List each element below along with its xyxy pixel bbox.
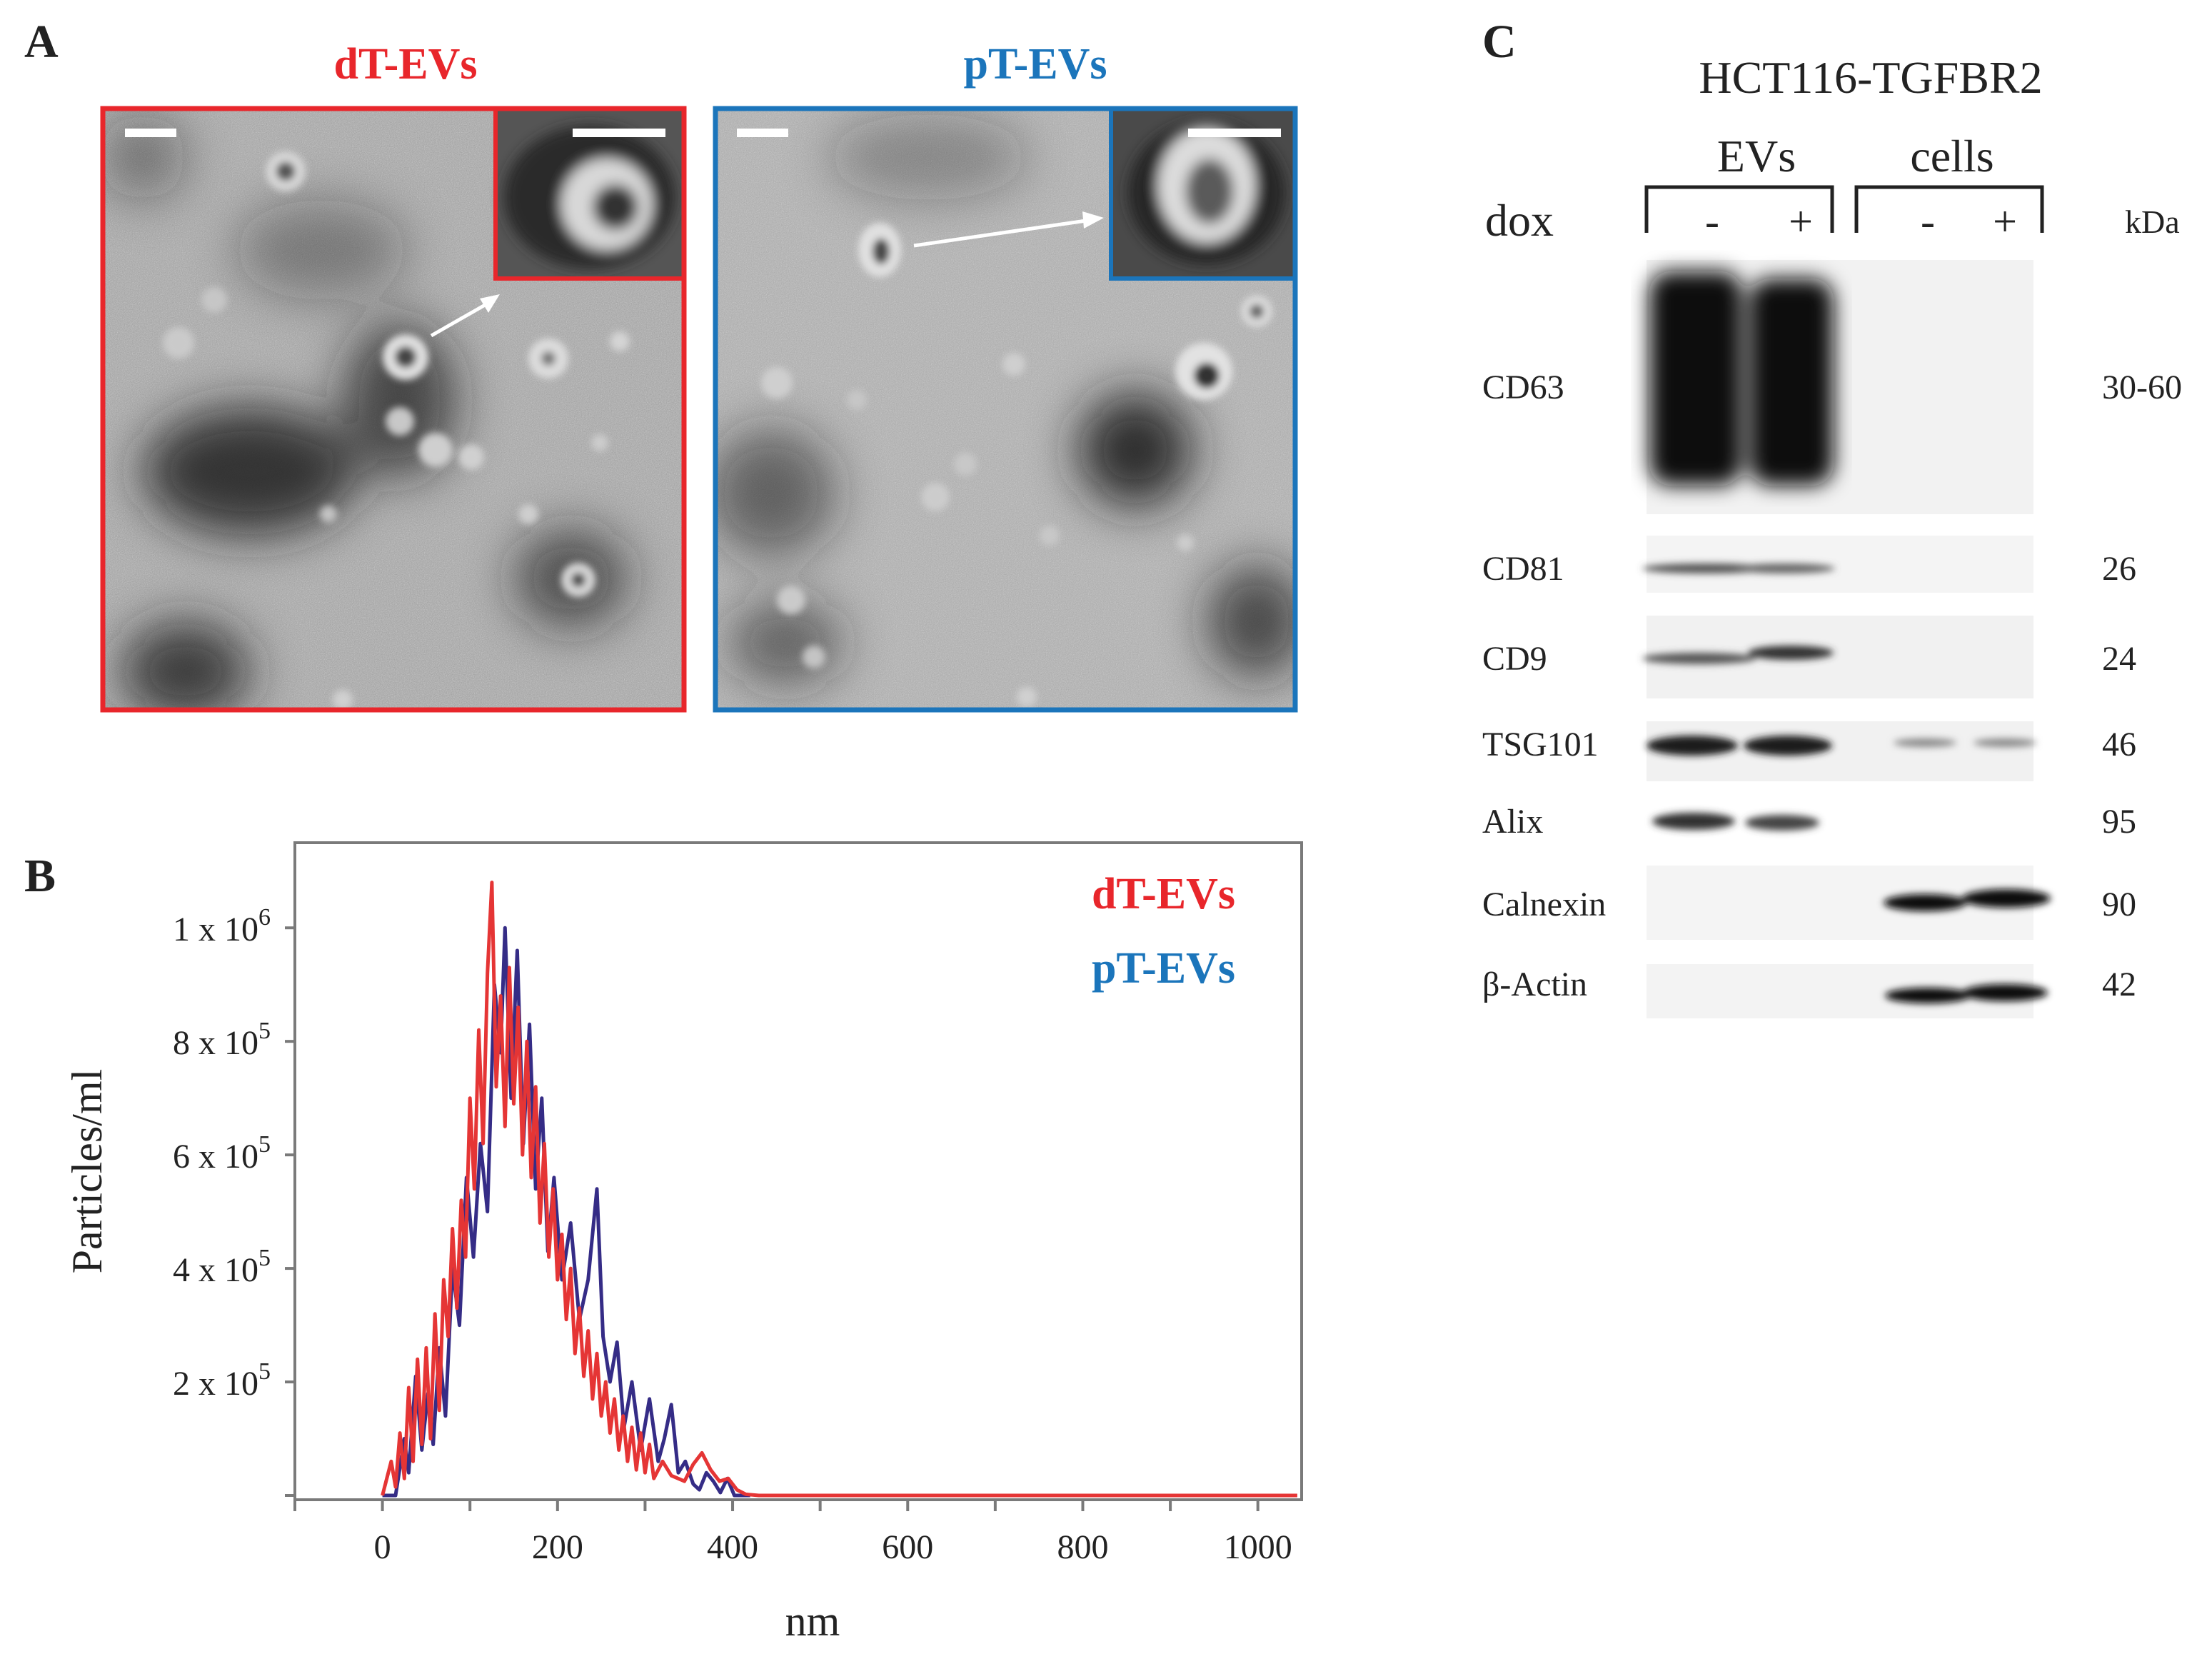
band-cd9-ev-minus [1642, 653, 1756, 664]
dt-evs-arrow [430, 294, 500, 338]
panel-c-letter: C [1482, 16, 1517, 68]
x-ticks: 0 200 400 600 800 1000 [293, 1500, 1292, 1566]
band-tsg101-ev-minus [1647, 736, 1738, 756]
panel-a-letter: A [24, 16, 59, 68]
x-tick-label: 200 [532, 1528, 583, 1566]
lane-sign: - [1705, 198, 1719, 245]
y-tick-label: 8 x 105 [173, 1018, 271, 1062]
protein-label: CD9 [1482, 640, 1547, 678]
kda-value: 42 [2102, 966, 2136, 1003]
bracket-evs [1644, 185, 1834, 233]
band-cd63-ev-minus [1649, 271, 1742, 486]
kda-value: 90 [2102, 886, 2136, 923]
blot-bands [1642, 271, 2051, 1003]
bracket-cells [1854, 185, 2044, 233]
y-tick-label: 2 x 105 [173, 1358, 271, 1403]
dt-evs-micrograph-title: dT-EVs [333, 40, 477, 89]
y-tick-label: 1 x 106 [173, 904, 271, 948]
kda-value: 95 [2102, 803, 2136, 841]
series-layer [381, 881, 1297, 1498]
kda-value: 46 [2102, 726, 2136, 763]
lane-sign: + [1993, 198, 2017, 245]
protein-label: CD63 [1482, 369, 1564, 406]
panel-a: A dT-EVs pT-EVs [24, 16, 1298, 713]
y-ticks: 2 x 105 4 x 105 6 x 105 8 x 105 1 x 106 [173, 904, 295, 1497]
plot-frame [293, 841, 1303, 1501]
pt-evs-micrograph-frame [713, 106, 1298, 713]
pt-evs-arrow [913, 211, 1104, 248]
dt-evs-micrograph [103, 109, 684, 710]
band-cd81-ev-plus [1735, 563, 1835, 573]
x-axis-title: nm [785, 1598, 840, 1645]
series-line-pt-evs [382, 926, 750, 1498]
band-tsg101-ev-plus [1744, 736, 1832, 756]
kda-value: 26 [2102, 550, 2136, 588]
y-tick-label: 6 x 105 [173, 1131, 271, 1176]
band-tsg101-cells-plus [1974, 738, 2036, 747]
y-axis-title: Particles/ml [64, 1069, 111, 1274]
protein-label: TSG101 [1482, 726, 1599, 763]
band-calnexin-cells-minus [1884, 894, 1966, 911]
protein-label: CD81 [1482, 550, 1564, 588]
band-tsg101-cells-minus [1894, 738, 1956, 747]
band-alix-ev-minus [1652, 813, 1735, 830]
band-alix-ev-plus [1745, 815, 1819, 831]
band-b-actin-cells-minus [1885, 988, 1971, 1003]
blot-title: HCT116-TGFBR2 [1699, 52, 2042, 103]
group-label-evs: EVs [1717, 131, 1796, 181]
protein-label: Calnexin [1482, 886, 1606, 923]
kda-unit: kDa [2125, 204, 2180, 240]
kda-value: 30-60 [2102, 369, 2182, 406]
x-tick-label: 400 [707, 1528, 758, 1566]
x-tick-label: 0 [374, 1528, 391, 1566]
panel-b: B 2 x 105 4 x 105 6 x 105 8 x 105 1 x 106 0 2… [24, 841, 1303, 1645]
x-tick-label: 800 [1057, 1528, 1108, 1566]
band-calnexin-cells-plus [1962, 889, 2051, 908]
band-cd9-ev-plus [1748, 646, 1834, 660]
legend-dt-evs: dT-EVs [1092, 870, 1235, 918]
protein-label: β-Actin [1482, 966, 1587, 1003]
y-tick-label: 4 x 105 [173, 1245, 271, 1289]
kda-value: 24 [2102, 640, 2136, 678]
pt-evs-micrograph [715, 109, 1295, 710]
pt-evs-micrograph-title: pT-EVs [963, 40, 1107, 89]
legend-pt-evs: pT-EVs [1092, 944, 1235, 993]
lane-sign: + [1789, 198, 1813, 245]
panel-c: C HCT116-TGFBR2 EVs cells dox kDa - + - … [1482, 16, 2182, 1018]
dt-evs-micrograph-frame [100, 106, 687, 713]
dox-label: dox [1485, 195, 1554, 246]
protein-label: Alix [1482, 803, 1543, 841]
lane-sign: - [1921, 198, 1935, 245]
band-b-actin-cells-plus [1962, 984, 2048, 1001]
x-tick-label: 600 [882, 1528, 933, 1566]
band-cd63-ev-plus [1749, 279, 1834, 486]
x-tick-label: 1000 [1224, 1528, 1292, 1566]
series-line-dt-evs [381, 881, 1297, 1498]
panel-b-letter: B [24, 850, 56, 902]
group-label-cells: cells [1910, 131, 1994, 181]
band-cd81-ev-minus [1642, 563, 1771, 573]
